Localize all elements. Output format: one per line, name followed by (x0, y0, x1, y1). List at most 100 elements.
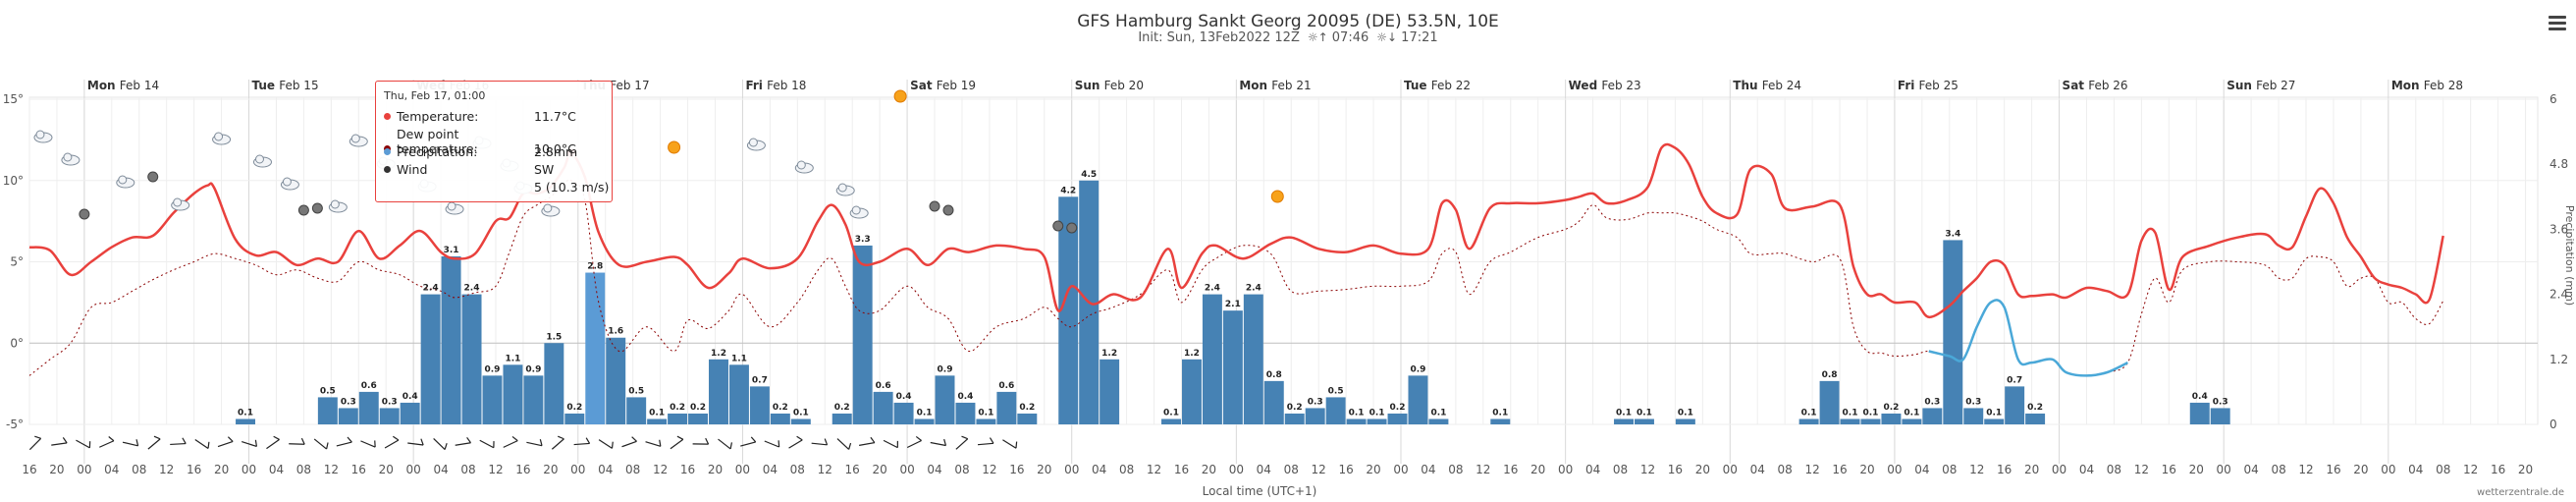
x-tick-label: 08 (296, 463, 311, 476)
x-tick-label: 20 (49, 463, 64, 476)
day-label: Sun Feb 27 (2227, 79, 2295, 92)
cloud-puff-icon (173, 197, 183, 207)
wind-barb-icon (147, 435, 161, 450)
x-tick-label: 12 (2463, 463, 2478, 476)
cloud-puff-icon (254, 154, 264, 164)
day-date: Feb 20 (1104, 79, 1144, 92)
x-tick-label: 04 (1750, 463, 1765, 476)
precipitation-bar (400, 402, 420, 424)
tooltip-row-wind: Wind SW (384, 162, 554, 177)
precipitation-value-label: 2.4 (1205, 284, 1220, 294)
precipitation-bar (790, 418, 811, 424)
day-date: Feb 22 (1431, 79, 1471, 92)
precipitation-value-label: 0.7 (752, 375, 768, 385)
precipitation-value-label: 0.3 (2213, 397, 2228, 407)
precipitation-value-label: 0.6 (361, 381, 377, 391)
precipitation-bar (668, 413, 688, 424)
precipitation-value-label: 2.4 (464, 284, 480, 294)
day-date: Feb 14 (120, 79, 159, 92)
menu-icon[interactable] (2549, 16, 2566, 31)
day-label: Sat Feb 19 (910, 79, 976, 92)
precipitation-value-label: 0.2 (1390, 403, 1406, 413)
x-tick-label: 16 (22, 463, 36, 476)
precipitation-value-label: 0.1 (917, 408, 933, 418)
x-tick-label: 16 (351, 463, 366, 476)
day-name: Fri (1898, 79, 1919, 92)
precipitation-bar (935, 375, 955, 424)
precipitation-bar (1428, 418, 1449, 424)
precipitation-value-label: 0.2 (566, 403, 582, 413)
x-tick-label: 12 (1804, 463, 1819, 476)
precipitation-value-label: 0.1 (1637, 408, 1652, 418)
y-right-tick-label: 2.4 (2549, 288, 2568, 302)
x-tick-label: 16 (2326, 463, 2340, 476)
cloud-puff-icon (748, 138, 758, 147)
precipitation-value-label: 3.1 (444, 246, 459, 255)
wind-barb-icon (455, 436, 471, 446)
x-tick-label: 12 (1312, 463, 1326, 476)
cloud-puff-icon (35, 130, 45, 139)
x-tick-label: 12 (982, 463, 996, 476)
tooltip-row-dewpoint: Dew point temperature: 10.0°C (384, 127, 576, 156)
wind-barb-icon (551, 435, 564, 450)
precipitation-value-label: 0.3 (1924, 397, 1940, 407)
precipitation-bar (1984, 418, 2005, 424)
x-tick-label: 20 (2189, 463, 2204, 476)
cloud-puff-icon (851, 205, 861, 215)
x-tick-label: 04 (1585, 463, 1600, 476)
x-tick-label: 04 (927, 463, 941, 476)
x-tick-label: 00 (2052, 463, 2066, 476)
wind-barb-icon (242, 439, 258, 448)
wind-barb-icon (859, 436, 876, 446)
cloud-puff-icon (350, 134, 360, 143)
precipitation-value-label: 0.2 (1883, 403, 1899, 413)
precipitation-value-label: 0.8 (1822, 370, 1838, 380)
x-tick-label: 04 (1257, 463, 1271, 476)
precipitation-bar (1860, 418, 1881, 424)
precipitation-bar (2025, 413, 2046, 424)
wind-barb-icon (811, 438, 829, 446)
x-tick-label: 04 (1092, 463, 1106, 476)
moon-icon (311, 202, 323, 214)
x-tick-label: 20 (1859, 463, 1874, 476)
x-tick-label: 08 (1778, 463, 1793, 476)
wind-barb-icon (170, 437, 187, 446)
precipitation-bar (832, 413, 852, 424)
precipitation-value-label: 0.3 (1308, 397, 1323, 407)
precipitation-value-label: 0.1 (1904, 408, 1919, 418)
x-tick-label: 20 (872, 463, 886, 476)
x-tick-label: 16 (1668, 463, 1683, 476)
wind-barb-icon (906, 435, 922, 449)
wind-barb-icon (740, 436, 757, 447)
day-name: Mon (87, 79, 120, 92)
precipitation-bar (955, 402, 976, 424)
precipitation-dot-icon (384, 148, 391, 155)
precipitation-value-label: 1.6 (608, 327, 623, 337)
day-date: Feb 26 (2088, 79, 2127, 92)
day-name: Wed (1569, 79, 1602, 92)
x-tick-label: 08 (2107, 463, 2121, 476)
precipitation-value-label: 0.1 (1986, 408, 2002, 418)
precipitation-bar (420, 294, 441, 424)
precipitation-bar (1222, 310, 1243, 424)
day-label: Mon Feb 21 (1239, 79, 1311, 92)
precipitation-bar (1161, 418, 1181, 424)
cloud-puff-icon (447, 201, 456, 211)
y-left-tick-label: -5° (6, 418, 24, 431)
precipitation-value-label: 0.1 (793, 408, 809, 418)
x-tick-label: 00 (570, 463, 585, 476)
day-name: Sat (910, 79, 937, 92)
precipitation-value-label: 0.3 (1965, 397, 1981, 407)
precipitation-bar (1634, 418, 1654, 424)
cloud-puff-icon (214, 132, 224, 141)
x-tick-label: 04 (598, 463, 613, 476)
day-label: Sat Feb 26 (2063, 79, 2128, 92)
x-tick-label: 20 (543, 463, 558, 476)
wind-barb-icon (503, 435, 518, 448)
y-left-tick-label: 10° (3, 174, 24, 188)
wind-barb-icon (28, 435, 42, 451)
y-right-tick-label: 3.6 (2549, 222, 2568, 236)
day-label: Mon Feb 28 (2391, 79, 2463, 92)
day-date: Feb 19 (937, 79, 976, 92)
